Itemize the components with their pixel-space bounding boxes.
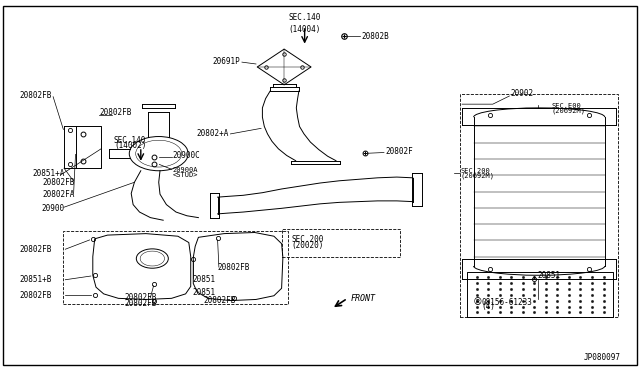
Text: 20802FB: 20802FB [43, 178, 76, 187]
Text: 20900A: 20900A [173, 167, 198, 173]
Text: ®: ® [472, 297, 482, 307]
Text: 08156-61233: 08156-61233 [481, 298, 532, 307]
Bar [282, 229, 400, 257]
Bar [460, 94, 618, 317]
Text: 20851+A: 20851+A [32, 169, 65, 178]
Text: (20020): (20020) [291, 241, 324, 250]
Text: 20802B: 20802B [361, 32, 388, 41]
Text: 20851+B: 20851+B [19, 275, 52, 284]
Text: SEC.140: SEC.140 [114, 136, 147, 145]
Text: SEC.200: SEC.200 [291, 235, 324, 244]
Text: 20802FB: 20802FB [125, 293, 157, 302]
Text: (20692M): (20692M) [552, 107, 586, 114]
Text: 20802FB: 20802FB [19, 92, 52, 100]
Text: SEC.200: SEC.200 [461, 168, 490, 174]
Text: (20692M): (20692M) [461, 172, 495, 179]
Bar [63, 231, 288, 304]
Text: (14002): (14002) [114, 141, 147, 150]
Text: 20802FB: 20802FB [19, 245, 52, 254]
Text: 20900: 20900 [42, 204, 65, 213]
Text: 20851: 20851 [192, 288, 215, 296]
Text: 20802F: 20802F [385, 147, 413, 156]
Text: (14004): (14004) [289, 25, 321, 34]
Text: <STUD>: <STUD> [173, 172, 198, 178]
Text: SEC.140: SEC.140 [289, 13, 321, 22]
Text: 20802FB: 20802FB [19, 291, 52, 300]
Text: JP080097: JP080097 [584, 353, 621, 362]
Text: 20802FB: 20802FB [204, 296, 236, 305]
Text: (4): (4) [481, 302, 495, 311]
Text: 20900C: 20900C [173, 151, 200, 160]
Text: 20802FB: 20802FB [218, 263, 250, 272]
Text: 20802FA: 20802FA [43, 190, 76, 199]
Text: 20691P: 20691P [213, 57, 241, 66]
Text: 20802FB: 20802FB [99, 108, 132, 117]
Text: FRONT: FRONT [351, 294, 376, 303]
Text: SEC.E00: SEC.E00 [552, 103, 581, 109]
Text: 20851: 20851 [538, 271, 561, 280]
Text: 20902: 20902 [511, 89, 534, 98]
Text: 20802+A: 20802+A [196, 129, 229, 138]
Text: 20802FB: 20802FB [125, 299, 157, 308]
Text: 20851: 20851 [192, 275, 215, 283]
